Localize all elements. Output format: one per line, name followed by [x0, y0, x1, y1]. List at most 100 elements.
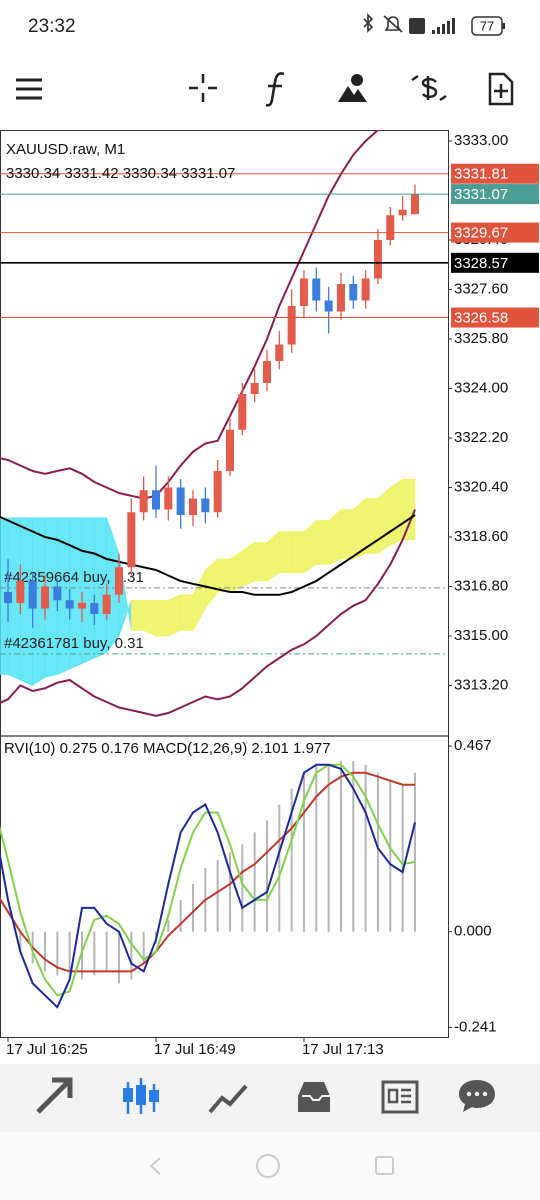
- cloud: [168, 594, 181, 637]
- candle-body: [349, 284, 358, 301]
- menu-button[interactable]: [16, 78, 42, 100]
- histogram-bar: [216, 860, 219, 932]
- price-tag-label: 3329.67: [454, 225, 508, 242]
- histogram-bar: [265, 820, 268, 932]
- symbol-title: XAUUSD.raw, M1: [6, 141, 125, 158]
- status-bar: 23:32 77: [28, 13, 505, 37]
- cloud: [242, 541, 255, 587]
- histogram-bar: [253, 832, 256, 932]
- mute-icon: [383, 15, 403, 33]
- histogram-bar: [191, 884, 194, 932]
- cloud: [279, 531, 292, 574]
- candle-body: [16, 581, 25, 603]
- chat-tab[interactable]: [459, 1080, 495, 1112]
- candle-body: [324, 300, 333, 312]
- candle-body: [201, 498, 210, 513]
- cloud: [229, 550, 243, 593]
- y-tick-label: 3327.60: [454, 280, 508, 297]
- indicator-pane: [0, 760, 416, 1009]
- histogram-bar: [290, 788, 293, 932]
- objects-button[interactable]: [338, 74, 367, 102]
- candle-body: [65, 600, 74, 609]
- histogram-bar: [278, 804, 281, 932]
- recents-button[interactable]: [375, 1156, 394, 1175]
- cloud: [316, 520, 329, 565]
- order-label: #42361781 buy, 0.31: [4, 635, 144, 652]
- candle-body: [238, 394, 247, 430]
- candle-body: [28, 581, 37, 609]
- candle-body: [386, 215, 395, 240]
- cloud: [377, 486, 391, 555]
- candle-body: [188, 498, 197, 515]
- cloud: [402, 478, 416, 541]
- histogram-bar: [413, 772, 416, 932]
- candle-body: [262, 361, 271, 383]
- candle-body: [336, 284, 345, 312]
- candle-body: [287, 306, 296, 345]
- candle-body: [373, 240, 382, 279]
- candle-body: [41, 586, 50, 609]
- history-tab[interactable]: [298, 1082, 330, 1112]
- histogram-bar: [130, 931, 133, 980]
- candle-body: [225, 429, 234, 471]
- y-tick-label: 3316.80: [454, 577, 508, 594]
- y-tick-label: -0.241: [454, 1018, 497, 1035]
- home-button[interactable]: [256, 1154, 280, 1178]
- histogram-bar: [81, 931, 84, 980]
- histogram-bar: [44, 931, 47, 972]
- indicator-line: [0, 763, 416, 997]
- trade-tab[interactable]: [208, 1084, 248, 1114]
- volte-icon: [409, 18, 425, 34]
- x-tick-label: 17 Jul 16:49: [154, 1041, 236, 1058]
- crosshair-button[interactable]: [189, 74, 217, 102]
- candle-body: [213, 471, 222, 513]
- cloud: [192, 569, 206, 632]
- histogram-bar: [117, 931, 120, 984]
- back-button[interactable]: [149, 1157, 161, 1175]
- histogram-bar: [315, 764, 318, 932]
- price-tag: [451, 307, 539, 328]
- cloud: [217, 558, 231, 593]
- axes: 3333.003329.403327.603325.803324.003322.…: [6, 132, 539, 1058]
- histogram-bar: [327, 764, 330, 932]
- y-tick-label: 3318.60: [454, 528, 508, 545]
- candle-body: [275, 344, 284, 361]
- histogram-bar: [376, 772, 379, 932]
- y-tick-label: 3320.40: [454, 478, 508, 495]
- order-label: #42359664 buy, 0.31: [4, 569, 144, 586]
- cloud: [131, 599, 144, 631]
- trade-button[interactable]: [411, 74, 447, 102]
- candle-body: [127, 512, 136, 568]
- histogram-bar: [302, 772, 305, 932]
- indicators-button[interactable]: [265, 72, 285, 107]
- histogram-bar: [179, 899, 182, 932]
- indicator-line: [0, 514, 416, 596]
- y-tick-label: 3313.20: [454, 676, 508, 693]
- cloud: [254, 542, 268, 582]
- candle-body: [312, 278, 321, 301]
- y-tick-label: 3324.00: [454, 379, 508, 396]
- quotes-tab[interactable]: [36, 1077, 73, 1114]
- candle-body: [53, 586, 62, 601]
- price-pane: #42359664 buy, 0.31 #42361781 buy, 0.31: [0, 130, 448, 717]
- candle-body: [139, 490, 148, 513]
- news-tab[interactable]: [381, 1080, 419, 1114]
- candle-body: [410, 194, 419, 215]
- cloud: [328, 508, 342, 565]
- new-order-button[interactable]: [488, 72, 514, 106]
- x-tick-label: 17 Jul 17:13: [302, 1041, 384, 1058]
- candle-body: [78, 603, 87, 609]
- chart-tab[interactable]: [123, 1078, 159, 1114]
- indicator-line: [0, 509, 416, 717]
- candle-body: [299, 278, 308, 306]
- bluetooth-icon: [363, 13, 374, 33]
- candle-body: [398, 209, 407, 216]
- candle-body: [90, 603, 99, 614]
- y-tick-label: 3333.00: [454, 132, 508, 149]
- ohlc-info: 3330.34 3331.42 3330.34 3331.07: [6, 165, 235, 182]
- cloud: [266, 530, 280, 582]
- battery-tip: [502, 23, 505, 29]
- price-tag: [451, 222, 539, 243]
